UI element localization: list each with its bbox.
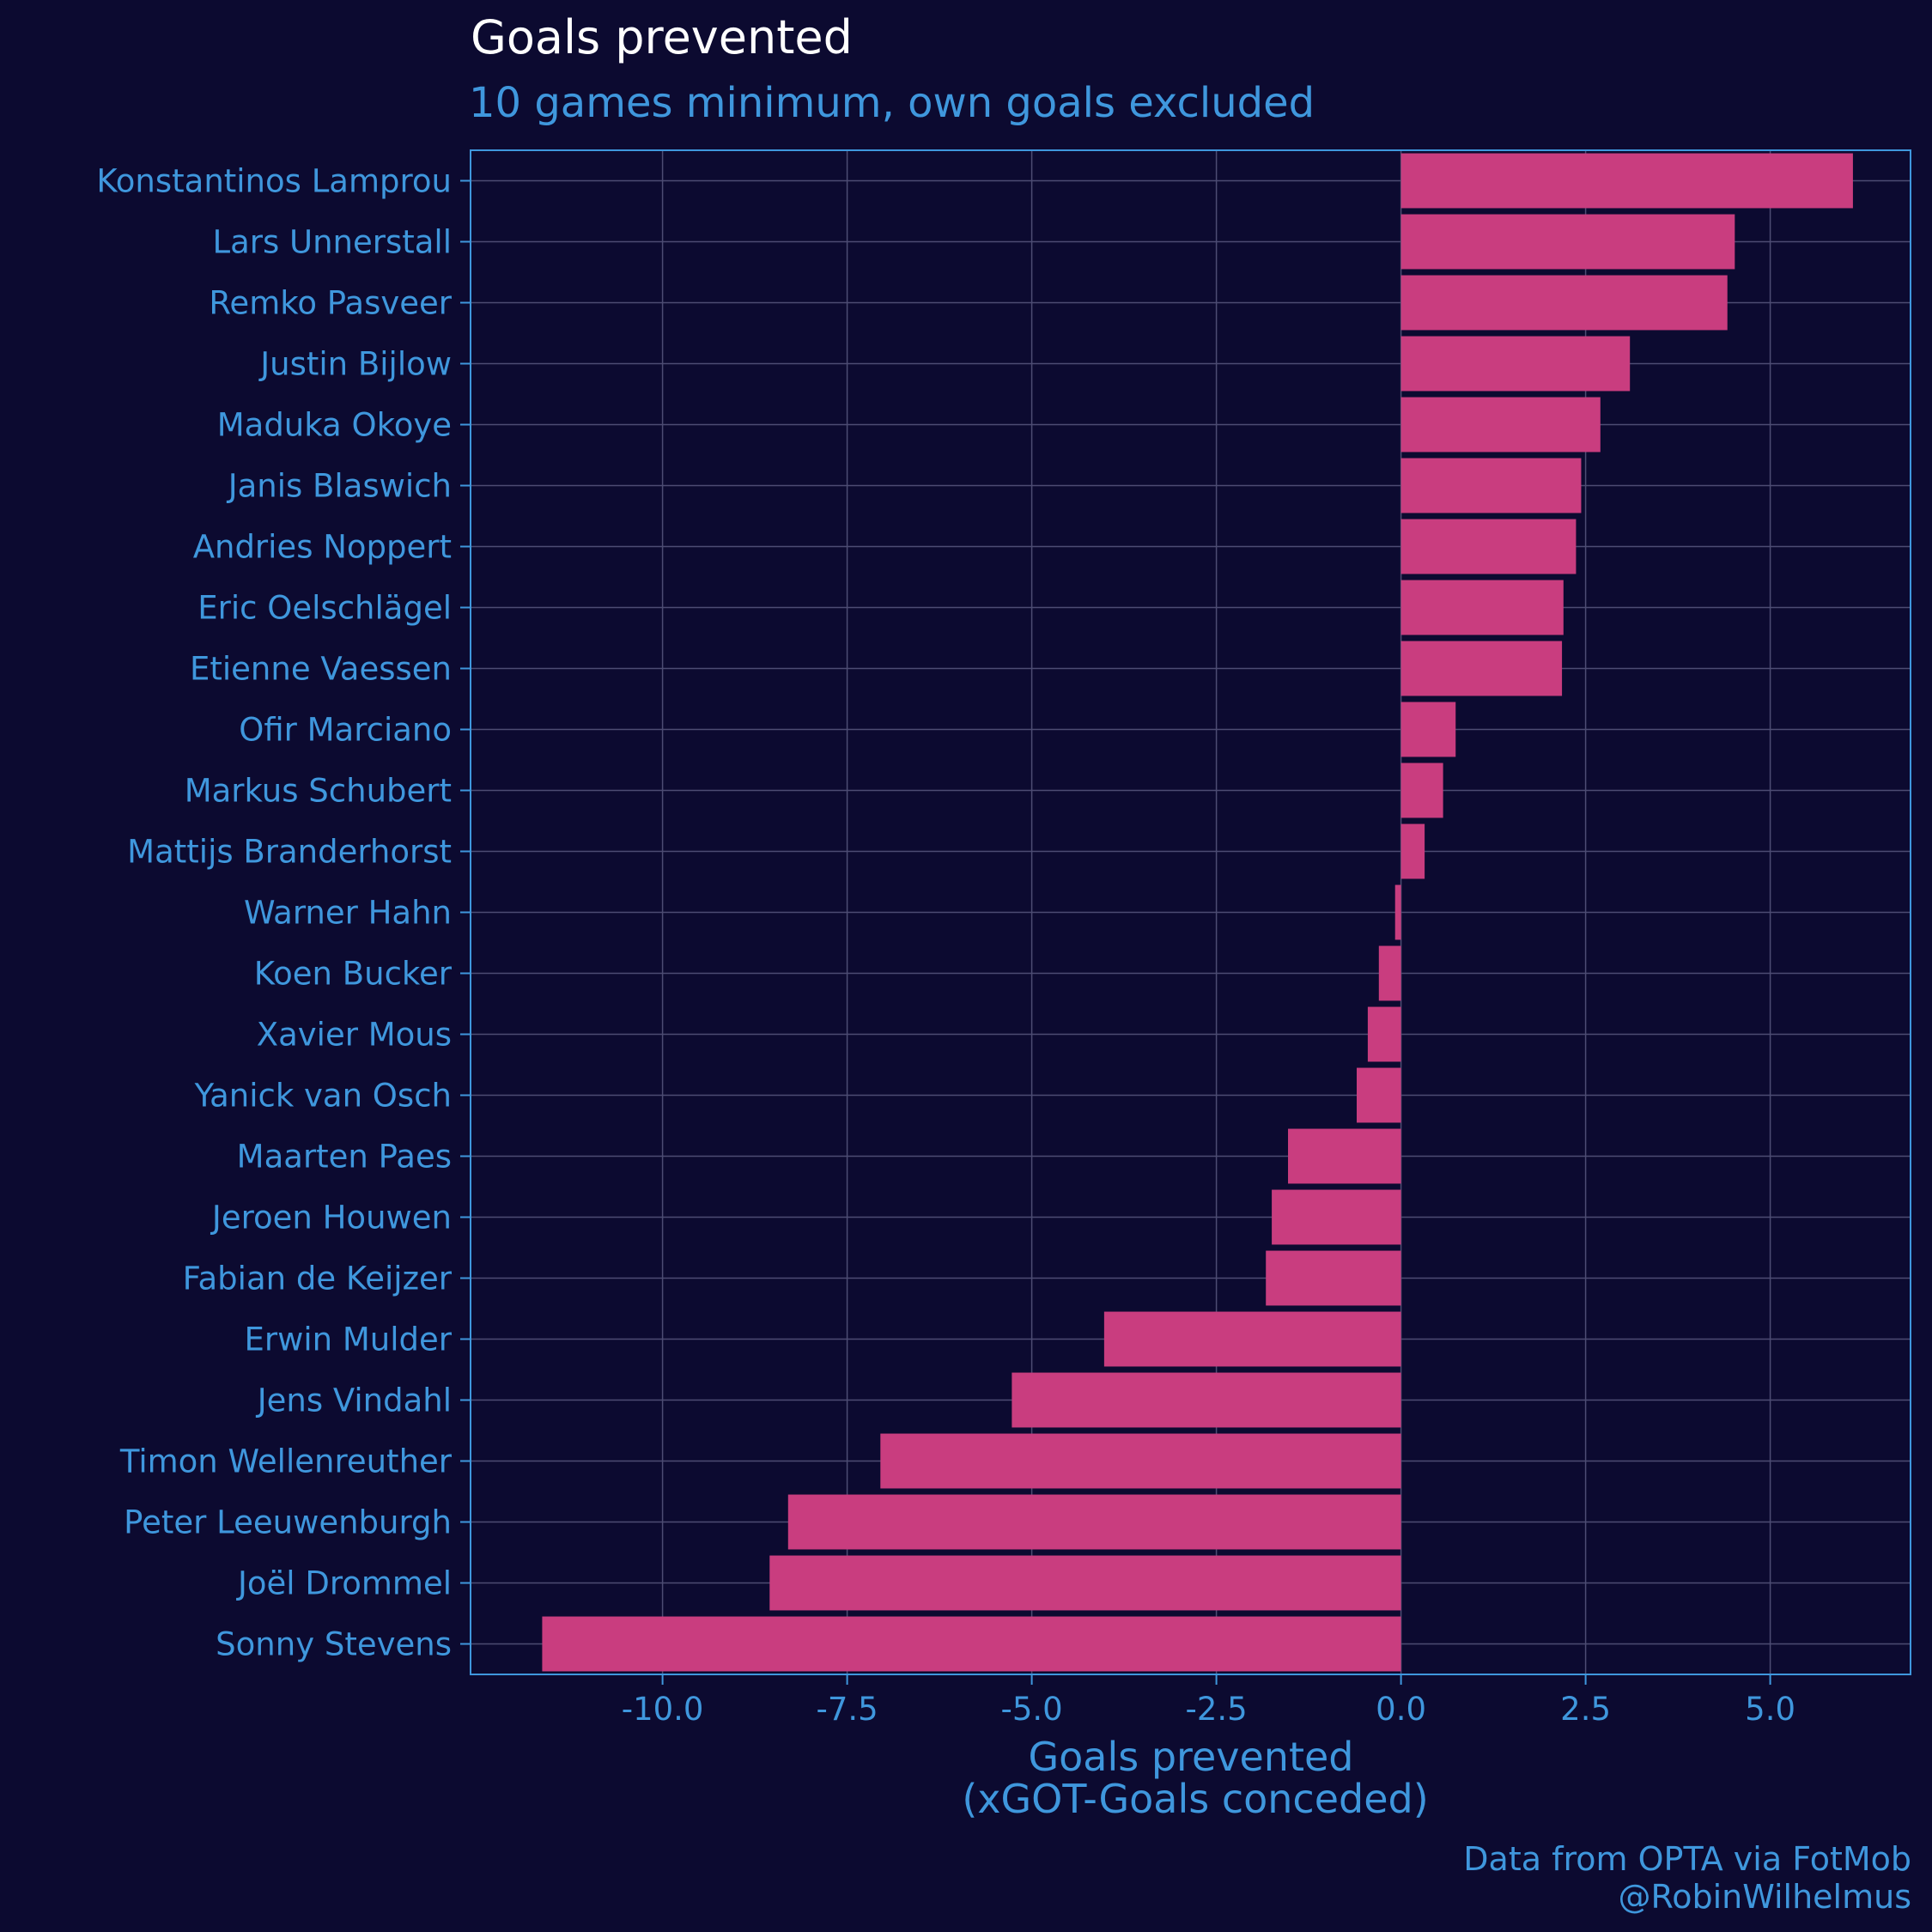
y-tick-label: Maduka Okoye [217,407,452,444]
x-tick-label: -2.5 [1185,1691,1247,1728]
bar [1400,275,1728,331]
chart-title: Goals prevented [471,10,853,64]
y-tick-label: Eric Oelschlägel [197,590,452,627]
y-tick-label: Warner Hahn [244,895,452,932]
bar [1400,762,1443,818]
y-tick-label: Erwin Mulder [245,1321,453,1358]
y-tick-label: Jeroen Houwen [210,1200,452,1236]
bar [1400,153,1853,209]
bar [1266,1250,1401,1306]
x-tick-label: 0.0 [1376,1691,1426,1728]
y-tick-label: Konstantinos Lamprou [96,163,452,200]
y-tick-label: Timon Wellenreuther [119,1443,453,1480]
y-axis-tick-labels: Konstantinos Lamprou Lars Unnerstall Remko… [96,163,471,1663]
bar [1394,884,1401,940]
y-tick-label: Xavier Mous [257,1017,452,1054]
y-tick-label: Markus Schubert [185,773,452,810]
x-tick-label: 2.5 [1560,1691,1611,1728]
y-tick-label: Koen Bucker [254,956,453,993]
y-tick-label: Mattijs Branderhorst [127,834,452,871]
bar [1400,519,1577,574]
y-tick-label: Joël Drommel [236,1565,452,1602]
x-axis-label-line-1: Goals prevented [1029,1734,1354,1780]
bar [787,1494,1401,1550]
bars [542,153,1853,1672]
bar [1400,580,1564,635]
y-tick-label: Sonny Stevens [216,1626,452,1663]
bar [1357,1067,1401,1123]
bar [1272,1189,1401,1245]
x-axis-label-line-2: (xGOT-Goals conceded) [962,1776,1428,1822]
grid-lines [471,150,1911,1674]
y-tick-label: Justin Bijlow [258,346,452,383]
y-tick-label: Maarten Paes [237,1139,452,1176]
y-tick-label: Fabian de Keijzer [183,1261,453,1297]
caption-source: Data from OPTA via FotMob [1463,1840,1911,1878]
x-tick-label: -10.0 [622,1691,704,1728]
bar [1367,1006,1401,1062]
y-tick-label: Remko Pasveer [209,285,452,322]
bar [1400,336,1631,392]
bar [1400,823,1425,879]
chart-subtitle: 10 games minimum, own goals excluded [469,79,1315,127]
y-tick-label: Etienne Vaessen [190,651,452,688]
bar [1288,1128,1401,1184]
y-tick-label: Janis Blaswich [227,468,452,505]
y-tick-label: Andries Noppert [193,529,452,566]
bar [1012,1372,1401,1428]
y-tick-label: Jens Vindahl [256,1382,452,1419]
bar [1400,641,1563,696]
bar [1400,702,1456,757]
bar [1103,1311,1401,1367]
y-tick-label: Yanick van Osch [194,1078,452,1115]
x-tick-label: 5.0 [1745,1691,1795,1728]
y-tick-label: Peter Leeuwenburgh [124,1504,452,1541]
bar [1400,397,1601,453]
y-tick-label: Lars Unnerstall [212,224,452,261]
bar [1400,214,1735,270]
bar [769,1555,1401,1611]
x-axis-tick-labels: -10.0 -7.5 -5.0 -2.5 0.0 2.5 5.0 [622,1674,1795,1728]
x-tick-label: -7.5 [816,1691,878,1728]
x-tick-label: -5.0 [1000,1691,1062,1728]
bar [880,1433,1401,1489]
y-tick-label: Ofir Marciano [239,712,452,749]
bar [1378,945,1401,1001]
caption-handle: @RobinWilhelmus [1619,1878,1911,1916]
bar [542,1616,1401,1672]
bar [1400,458,1582,513]
